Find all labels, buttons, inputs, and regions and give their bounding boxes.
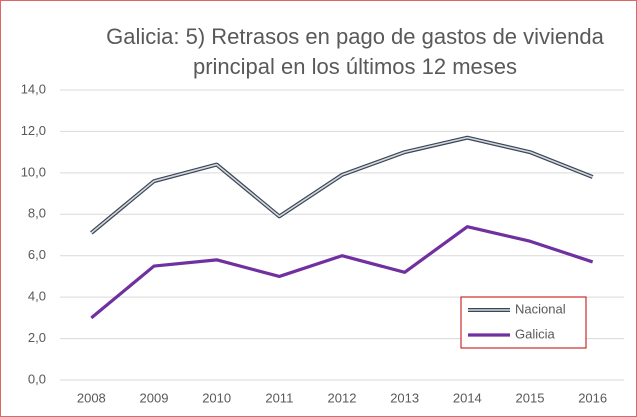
plot [90, 135, 594, 320]
series-line-highlight [90, 136, 593, 234]
x-tick-label: 2016 [578, 390, 607, 405]
x-tick-label: 2015 [516, 390, 545, 405]
legend: Nacional Galicia [468, 301, 566, 341]
y-tick-label: 6,0 [28, 247, 46, 262]
y-tick-label: 14,0 [21, 81, 46, 96]
x-tick-label: 2011 [265, 390, 293, 405]
x-tick-label: 2009 [140, 390, 169, 405]
y-tick-label: 0,0 [28, 371, 46, 386]
x-tick-label: 2014 [453, 390, 482, 405]
y-tick-label: 8,0 [28, 206, 46, 221]
y-tick-label: 12,0 [21, 123, 46, 138]
y-tick-label: 4,0 [28, 289, 46, 304]
x-tick-label: 2010 [202, 390, 231, 405]
y-tick-label: 2,0 [28, 330, 46, 345]
x-tick-label: 2012 [328, 390, 357, 405]
legend-label: Nacional [515, 301, 566, 316]
grid: 0,0 2,0 4,0 6,0 8,0 10,0 12,0 14,0 2008 2009 2010 2… [21, 81, 624, 405]
chart-title: principal en los últimos 12 meses [193, 54, 517, 79]
y-tick-label: 10,0 [21, 164, 46, 179]
series-line [90, 225, 594, 320]
legend-label: Galicia [515, 326, 556, 341]
chart-title: Galicia: 5) Retrasos en pago de gastos d… [106, 24, 605, 49]
x-tick-label: 2008 [77, 390, 106, 405]
legend-box [460, 296, 587, 349]
x-tick-label: 2013 [390, 390, 419, 405]
